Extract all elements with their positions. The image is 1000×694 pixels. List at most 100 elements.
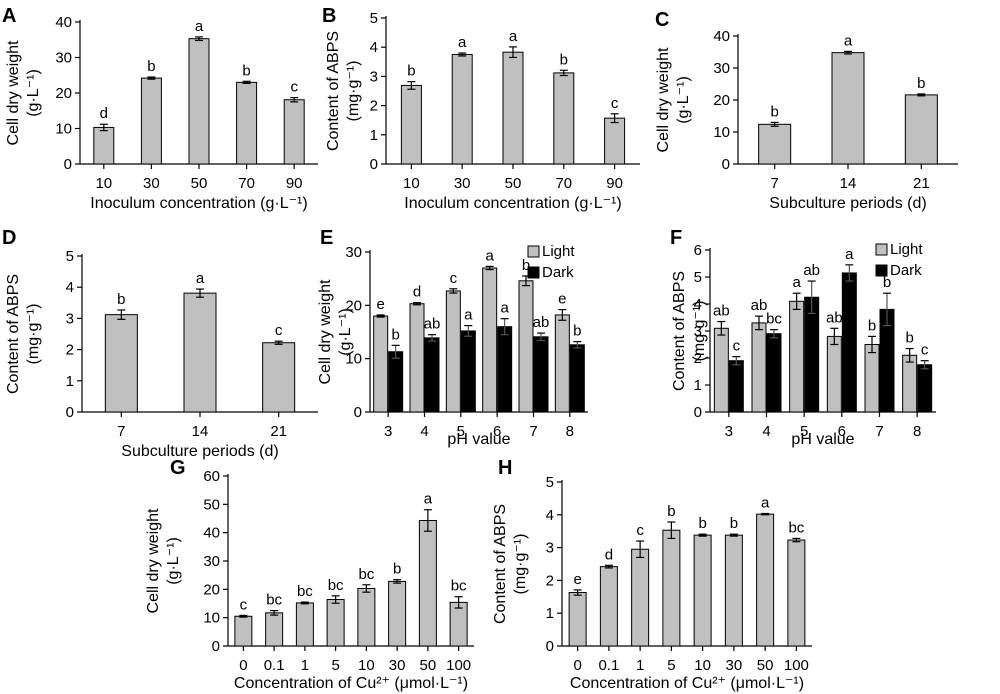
x-tick-label-e: 4 — [420, 423, 428, 440]
bar-g — [326, 599, 345, 647]
y-axis-label-f: Content of ABPS (mg·g⁻¹) — [671, 271, 708, 391]
y-tick-label-c: 0 — [722, 156, 730, 173]
significance-label-g: b — [393, 561, 401, 578]
significance-label-a: c — [290, 79, 298, 96]
x-tick-label-g: 1 — [301, 657, 309, 674]
panel-e: E 0 10 20 30 Cell dry weight (g·L⁻¹) pH value 3 e… — [317, 227, 588, 448]
y-tick-label-d: 1 — [66, 373, 74, 390]
x-axis-label-g: Concentration of Cu²⁺ (μmol·L⁻¹) — [234, 675, 468, 692]
bar-f — [826, 335, 842, 413]
significance-label-e: c — [450, 270, 458, 287]
bar-f — [804, 296, 820, 413]
significance-label-c: b — [917, 75, 925, 92]
x-tick-label-g: 10 — [358, 657, 375, 674]
x-tick-label-e: 5 — [457, 423, 465, 440]
y-tick-label-g: 0 — [212, 638, 220, 655]
bar-h — [662, 529, 681, 647]
y-tick-label-f: 1 — [694, 377, 702, 394]
legend-label-f: Dark — [890, 262, 922, 279]
bar-c — [904, 94, 938, 165]
significance-label-e: a — [464, 307, 473, 324]
y-axis-label-a: Cell dry weight (g·L⁻¹) — [5, 40, 42, 145]
significance-label-h: b — [667, 503, 675, 520]
significance-label-b: a — [458, 34, 467, 51]
significance-label-c: a — [844, 32, 853, 49]
significance-label-c: b — [770, 103, 778, 120]
bar-g — [357, 587, 376, 647]
x-tick-label-e: 6 — [493, 423, 501, 440]
x-tick-label-h: 0 — [573, 657, 581, 674]
bar-h — [787, 539, 806, 647]
x-tick-label-h: 30 — [726, 657, 743, 674]
y-tick-label-g: 10 — [203, 610, 220, 627]
bar-e — [518, 280, 534, 413]
panel-letter-c: C — [655, 9, 669, 31]
y-axis-label-g: Cell dry weight (g·L⁻¹) — [145, 508, 182, 613]
bar-f — [841, 272, 857, 413]
x-tick-label-c: 7 — [770, 175, 778, 192]
x-tick-label-h: 100 — [784, 657, 809, 674]
y-tick-label-a: 20 — [55, 85, 72, 102]
bar-e — [482, 267, 498, 413]
panel-letter-f: F — [670, 227, 682, 249]
y-tick-label-d: 3 — [66, 310, 74, 327]
x-tick-label-d: 7 — [117, 423, 125, 440]
bar-h — [693, 534, 712, 647]
significance-label-f: c — [921, 342, 929, 359]
y-tick-label-g: 20 — [203, 581, 220, 598]
y-tick-label-f: 0 — [694, 404, 702, 421]
y-axis-label-d: Content of ABPS (mg·g⁻¹) — [5, 274, 42, 394]
bar-h — [568, 592, 587, 647]
y-tick-label-e: 10 — [345, 351, 362, 368]
y-tick-label-a: 10 — [55, 121, 72, 138]
significance-label-a: a — [195, 18, 204, 35]
bar-e — [388, 351, 404, 413]
significance-label-h: a — [761, 494, 770, 511]
x-tick-label-a: 90 — [286, 175, 303, 192]
x-tick-label-g: 0.1 — [264, 657, 285, 674]
y-tick-label-d: 2 — [66, 342, 74, 359]
significance-label-e: a — [485, 247, 494, 264]
panel-b: B 0 1 2 3 4 5 Content of ABPS (mg·g⁻¹) Inoculum c… — [322, 5, 640, 212]
y-tick-label-h: 1 — [546, 605, 554, 622]
significance-label-g: bc — [358, 566, 374, 583]
significance-label-d: c — [275, 322, 283, 339]
legend-label-e: Light — [542, 243, 575, 260]
x-tick-label-g: 100 — [446, 657, 471, 674]
bar-e — [554, 314, 570, 413]
x-tick-label-f: 3 — [725, 423, 733, 440]
significance-label-g: bc — [266, 592, 282, 609]
significance-label-f: ab — [826, 309, 843, 326]
significance-label-a: d — [100, 105, 108, 122]
y-tick-label-f: 6 — [694, 242, 702, 259]
significance-label-b: c — [611, 95, 619, 112]
bar-f — [902, 354, 918, 413]
x-tick-label-b: 10 — [403, 175, 420, 192]
significance-label-g: a — [424, 491, 433, 508]
x-tick-label-h: 0.1 — [598, 657, 619, 674]
y-tick-label-d: 4 — [66, 279, 74, 296]
x-tick-label-a: 50 — [191, 175, 208, 192]
x-axis-label-a: Inoculum concentration (g·L⁻¹) — [90, 195, 307, 212]
significance-label-h: d — [605, 546, 613, 563]
legend-swatch-f — [875, 243, 888, 256]
bar-a — [93, 126, 115, 165]
significance-label-f: b — [883, 274, 891, 291]
x-tick-label-d: 14 — [192, 423, 209, 440]
x-tick-label-f: 6 — [838, 423, 846, 440]
bar-f — [789, 300, 805, 413]
y-tick-label-e: 0 — [354, 404, 362, 421]
bar-e — [533, 336, 549, 413]
significance-label-f: b — [868, 317, 876, 334]
bar-g — [388, 580, 407, 647]
bar-e — [445, 290, 461, 413]
panel-letter-g: G — [170, 457, 186, 479]
x-tick-label-c: 14 — [840, 175, 857, 192]
bar-e — [373, 315, 389, 413]
y-tick-label-d: 5 — [66, 248, 74, 265]
x-tick-label-f: 8 — [913, 423, 921, 440]
bar-e — [424, 337, 440, 413]
significance-label-h: c — [636, 522, 644, 539]
y-axis-label-e: Cell dry weight (g·L⁻¹) — [317, 279, 354, 384]
